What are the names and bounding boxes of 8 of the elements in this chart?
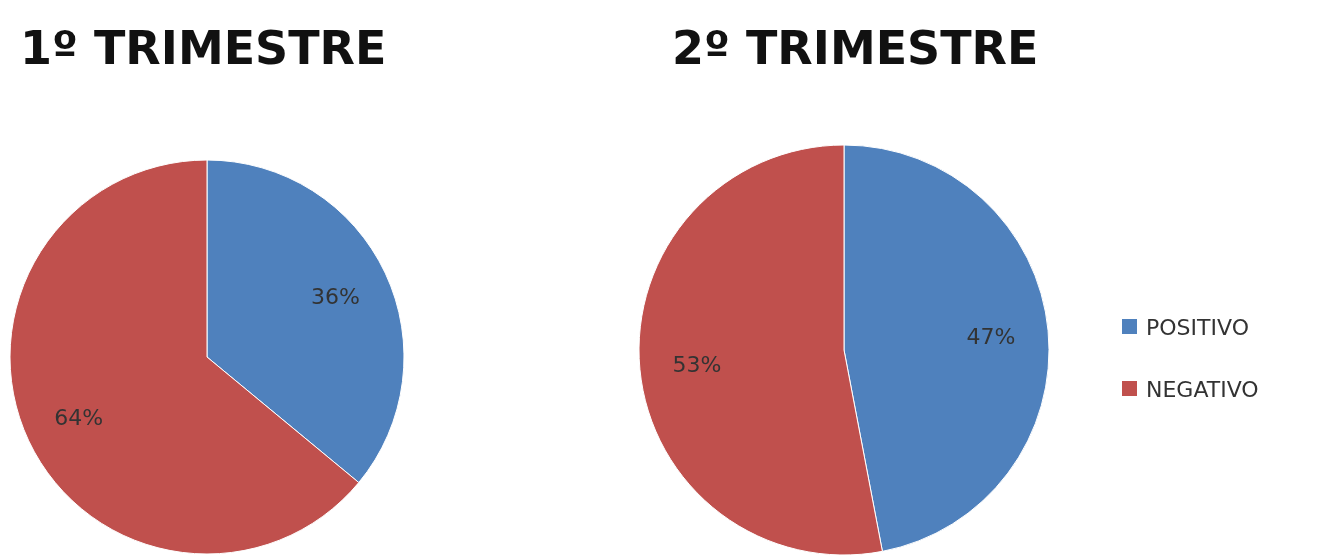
data-label: 47% (966, 323, 1016, 349)
legend-label: NEGATIVO (1146, 376, 1259, 402)
legend-label: POSITIVO (1146, 314, 1249, 340)
chart-title: 2º TRIMESTRE (672, 21, 1039, 75)
data-label: 53% (672, 351, 722, 377)
data-label: 36% (310, 284, 360, 310)
chart-title: 1º TRIMESTRE (20, 21, 387, 75)
data-label: 64% (54, 405, 104, 431)
